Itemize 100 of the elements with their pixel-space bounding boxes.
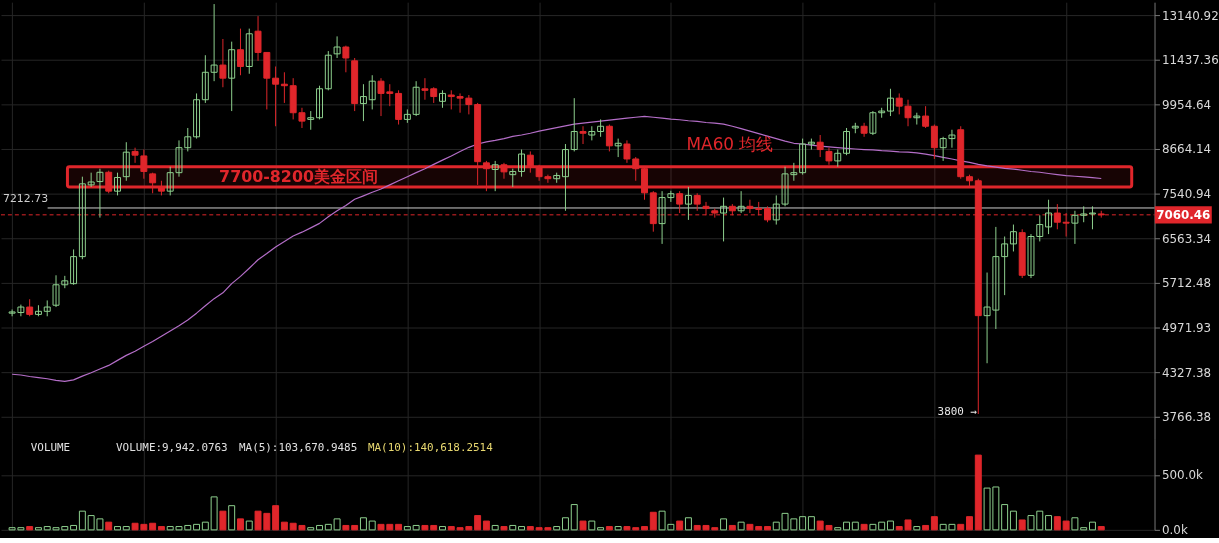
candlestick	[579, 125, 587, 145]
bar	[280, 521, 288, 531]
bar	[807, 516, 815, 531]
bar	[228, 505, 236, 531]
y-tick-label: 0.0k	[1161, 523, 1188, 538]
candlestick	[193, 92, 201, 140]
bar	[860, 523, 868, 531]
bar	[922, 524, 930, 531]
bar	[193, 523, 201, 531]
bar	[272, 505, 280, 531]
bar	[799, 516, 807, 531]
candlestick	[491, 160, 499, 192]
candlestick	[676, 190, 684, 214]
bar	[34, 527, 42, 531]
bar	[720, 518, 728, 531]
candlestick	[799, 138, 807, 176]
bar	[70, 524, 78, 531]
bar	[728, 524, 736, 531]
candlestick	[597, 118, 605, 138]
bar	[1089, 521, 1096, 531]
annotation: MA(10):140,618.2514	[367, 440, 494, 454]
candlestick	[245, 28, 253, 75]
candlestick	[237, 28, 244, 76]
y-tick-label: 3766.38	[1161, 410, 1212, 425]
candlestick	[614, 138, 622, 158]
candlestick	[1009, 224, 1017, 252]
candlestick	[1001, 236, 1009, 296]
candlestick	[561, 143, 569, 212]
y-tick-label: 4971.93	[1161, 321, 1212, 336]
bar	[1001, 504, 1009, 531]
candlestick	[570, 97, 578, 152]
bar	[570, 504, 578, 531]
bar	[403, 526, 411, 531]
candlestick	[843, 127, 851, 156]
candlestick	[816, 134, 824, 158]
bar	[676, 520, 684, 531]
bar	[913, 526, 921, 531]
bar	[843, 521, 851, 531]
bar	[579, 520, 587, 531]
candlestick	[886, 88, 894, 117]
bar	[237, 518, 244, 531]
bar	[834, 527, 842, 531]
bar	[474, 515, 482, 531]
bar	[966, 516, 973, 531]
bar	[122, 526, 130, 531]
bar	[368, 520, 376, 531]
annotation: VOLUME	[30, 440, 71, 454]
bar	[509, 524, 517, 531]
bar	[597, 527, 605, 531]
bar	[1053, 516, 1061, 531]
y-tick-label: 6563.34	[1161, 231, 1212, 246]
candlestick	[272, 65, 280, 127]
band-label: 7700-8200美金区间	[219, 166, 378, 186]
bar	[219, 510, 227, 531]
candlestick	[316, 85, 323, 120]
bar	[316, 524, 323, 531]
bar	[641, 526, 648, 531]
candlestick	[605, 124, 613, 152]
bar	[105, 521, 113, 531]
bar	[307, 527, 315, 531]
y-tick-label: 11437.36	[1161, 53, 1219, 68]
bar	[684, 517, 692, 531]
candlestick	[122, 141, 130, 182]
candlestick	[228, 41, 236, 112]
candlestick	[684, 186, 692, 221]
candlestick	[359, 83, 367, 122]
bar	[26, 526, 34, 531]
y-tick-label: 8664.14	[1161, 142, 1212, 157]
bar	[614, 526, 622, 531]
bar	[518, 526, 526, 531]
candlestick	[482, 160, 490, 192]
bar	[605, 526, 613, 531]
bar	[78, 510, 86, 531]
bar	[439, 526, 446, 531]
y-tick-label: 4327.38	[1161, 365, 1212, 380]
candlestick	[720, 197, 728, 242]
candlestick	[403, 108, 411, 124]
bar	[851, 521, 859, 531]
y-tick-label: 13140.92	[1161, 8, 1219, 23]
ref-line-label: 7212.73	[2, 192, 49, 206]
candlestick	[333, 35, 341, 59]
y-tick-label: 500.0k	[1161, 468, 1204, 483]
candlestick	[342, 45, 350, 73]
bar	[395, 523, 403, 531]
bar	[1062, 520, 1070, 531]
annotation: VOLUME:9,942.0763	[116, 440, 228, 454]
bar	[500, 526, 508, 531]
candlestick	[114, 172, 121, 196]
candlestick	[518, 149, 526, 178]
candlestick	[922, 105, 930, 129]
candlestick	[78, 176, 86, 260]
y-tick-label: 9954.64	[1161, 97, 1212, 112]
annotation: MA60 均线	[686, 133, 774, 154]
candlestick	[307, 110, 315, 131]
bar	[412, 524, 420, 531]
candlestick	[324, 50, 332, 91]
candlestick	[509, 168, 517, 188]
bar	[491, 524, 499, 531]
bar	[561, 517, 569, 531]
bar	[974, 454, 982, 531]
